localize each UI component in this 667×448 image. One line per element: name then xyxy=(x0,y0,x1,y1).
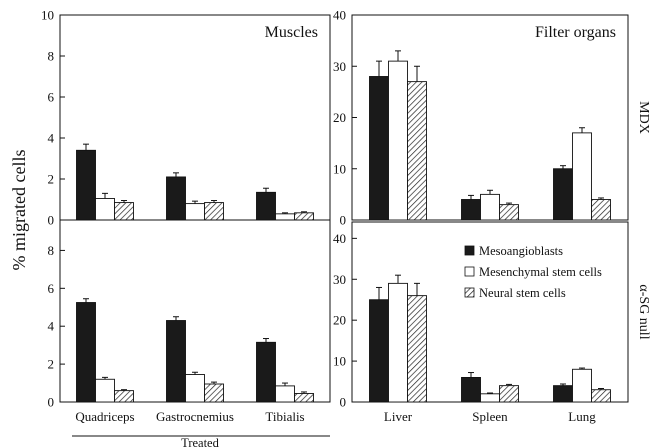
y-tick-label: 10 xyxy=(333,354,346,369)
y-tick-label: 40 xyxy=(333,8,346,23)
y-tick-label: 30 xyxy=(333,272,346,287)
bar-mesen xyxy=(275,385,295,403)
category-label: Liver xyxy=(384,409,413,424)
bar-meso xyxy=(166,176,186,221)
legend-swatch-mesen xyxy=(464,266,475,277)
y-axis-title: % migrated cells xyxy=(9,150,29,271)
panel-4: 0 10 20 30 40 Liver Spleen Lung α-SG null xyxy=(333,221,651,424)
y-tick-label: 2 xyxy=(48,357,55,372)
y-tick-label: 10 xyxy=(41,8,54,23)
bar-neural xyxy=(114,202,134,221)
bar-mesen xyxy=(185,374,205,403)
bar-neural xyxy=(407,295,427,403)
bar-mesen xyxy=(95,378,115,403)
bar-meso xyxy=(369,299,389,403)
y-tick-label: 4 xyxy=(48,131,55,146)
bar-meso xyxy=(76,302,96,403)
bar-neural xyxy=(499,204,519,221)
legend-swatch-neural xyxy=(464,287,475,298)
bar-neural xyxy=(499,385,519,403)
bar-meso xyxy=(369,76,389,221)
y-tick-label: 8 xyxy=(48,49,55,64)
panel-1: 0 2 4 6 8 10 Muscles xyxy=(41,8,331,228)
bar-mesen xyxy=(275,213,295,221)
panel-title: Muscles xyxy=(265,24,318,41)
bar-neural xyxy=(407,81,427,221)
category-label: Quadriceps xyxy=(75,409,134,424)
bar-meso xyxy=(553,385,573,403)
bar-meso xyxy=(461,199,481,221)
legend-label-mesen: Mesenchymal stem cells xyxy=(479,265,602,279)
y-tick-label: 6 xyxy=(48,90,55,105)
category-label: Gastrocnemius xyxy=(156,409,234,424)
y-tick-label: 4 xyxy=(48,319,55,334)
category-label: Lung xyxy=(568,409,596,424)
bar-neural xyxy=(591,389,611,403)
y-tick-label: 10 xyxy=(333,161,346,176)
bar-meso xyxy=(76,149,96,221)
bar-meso xyxy=(256,341,276,403)
row-label: MDX xyxy=(636,101,651,134)
y-tick-label: 40 xyxy=(333,231,346,246)
y-tick-label: 30 xyxy=(333,59,346,74)
y-tick-label: 20 xyxy=(333,313,346,328)
bar-meso xyxy=(461,377,481,403)
y-tick-label: 20 xyxy=(333,110,346,125)
row-label: α-SG null xyxy=(636,284,651,339)
legend-swatch-meso xyxy=(464,245,475,256)
panel-3: 0 2 4 6 8 Quadriceps Gastrocnemius Tibialis xyxy=(48,219,331,424)
bar-mesen xyxy=(572,368,592,403)
bar-mesen xyxy=(388,282,408,403)
bar-neural xyxy=(114,390,134,403)
panel-frame xyxy=(59,14,331,221)
bar-neural xyxy=(204,383,224,403)
bar-neural xyxy=(294,212,314,221)
y-tick-label: 0 xyxy=(48,213,55,228)
category-label: Tibialis xyxy=(265,409,304,424)
y-tick-label: 0 xyxy=(340,395,347,410)
panel-title: Filter organs xyxy=(535,24,616,41)
panel-2: 0 10 20 30 40 Filter organs MDX xyxy=(333,8,651,228)
bar-mesen xyxy=(388,60,408,221)
bar-mesen xyxy=(572,132,592,221)
bar-meso xyxy=(166,320,186,403)
bar-meso xyxy=(256,191,276,221)
y-tick-label: 0 xyxy=(48,395,55,410)
bar-mesen xyxy=(95,198,115,221)
bar-mesen xyxy=(185,203,205,221)
legend-label-neural: Neural stem cells xyxy=(479,286,566,300)
bar-meso xyxy=(553,168,573,221)
legend: Mesoangioblasts Mesenchymal stem cells N… xyxy=(464,244,602,300)
y-tick-label: 0 xyxy=(340,213,347,228)
bar-mesen xyxy=(480,393,500,403)
y-tick-label: 2 xyxy=(48,172,55,187)
y-tick-label: 6 xyxy=(48,281,55,296)
category-label: Spleen xyxy=(472,409,508,424)
bar-mesen xyxy=(480,193,500,221)
bar-neural xyxy=(591,199,611,221)
legend-label-meso: Mesoangioblasts xyxy=(479,244,563,258)
bar-neural xyxy=(294,393,314,403)
treated-label: Treated xyxy=(181,436,219,448)
bar-neural xyxy=(204,202,224,221)
y-tick-label: 8 xyxy=(48,243,55,258)
